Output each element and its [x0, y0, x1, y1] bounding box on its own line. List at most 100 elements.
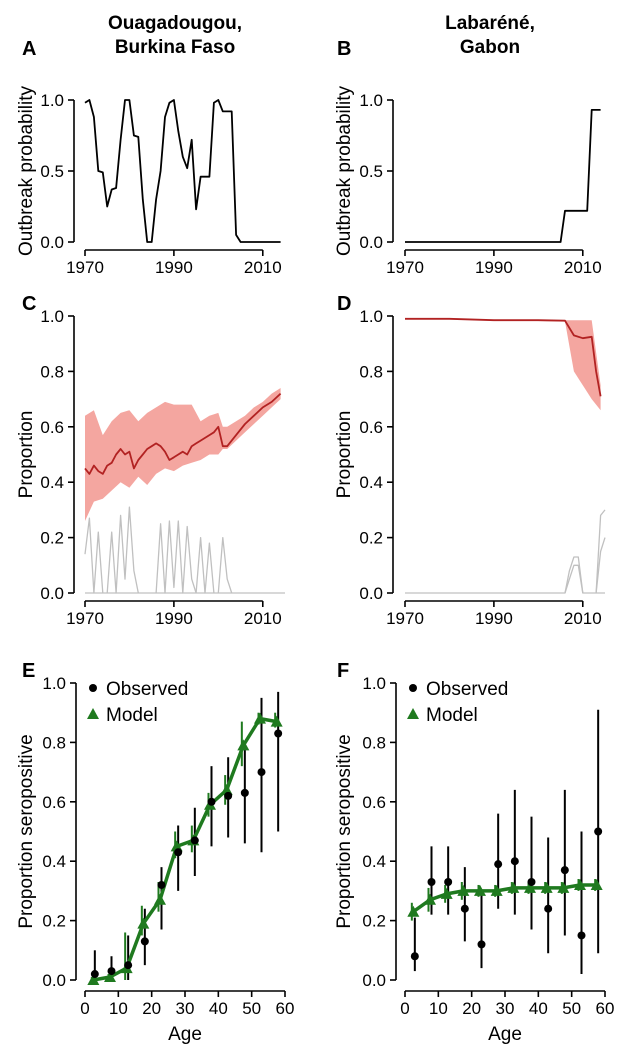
observed-point [410, 952, 419, 961]
panel-f-legend: Observed Model [407, 679, 508, 726]
observed-point [560, 866, 569, 875]
y-tick-label: 0.8 [42, 733, 66, 752]
x-tick-label: 10 [109, 999, 128, 1018]
column-title-right: Labaréné, Gabon [390, 12, 590, 60]
panel-e-x-label: Age [168, 1024, 202, 1045]
y-tick-label: 0.6 [362, 793, 386, 812]
observed-point [207, 797, 216, 806]
model-point [557, 881, 570, 893]
model-point [457, 884, 470, 896]
x-tick-label: 2010 [564, 258, 602, 277]
panel-d-plot [405, 317, 606, 594]
y-tick-label: 0.0 [359, 233, 383, 252]
model-point [254, 712, 266, 724]
gray-line-3 [595, 509, 606, 594]
y-tick-label: 0.4 [42, 852, 66, 871]
y-tick-label: 0.8 [40, 362, 64, 381]
observed-point [90, 970, 99, 979]
observed-point [510, 857, 519, 866]
model-point [524, 881, 536, 893]
legend-model-label: Model [106, 705, 158, 726]
x-tick-label: 1970 [386, 258, 424, 277]
y-tick-label: 0.8 [359, 362, 383, 381]
panel-c-x-axis: 1970 1990 2010 [66, 600, 282, 628]
panel-f: F 0.0 0.2 0.4 0.6 0.8 1.0 0 10 20 30 40 50 60 Proporti… [334, 660, 614, 1045]
observed-point [124, 961, 133, 970]
y-tick-label: 0.0 [362, 971, 386, 990]
panel-f-letter: F [337, 660, 349, 682]
y-tick-label: 1.0 [359, 307, 383, 326]
x-tick-label: 20 [142, 999, 161, 1018]
x-tick-label: 1990 [155, 258, 193, 277]
y-tick-label: 1.0 [40, 307, 64, 326]
x-tick-label: 50 [242, 999, 261, 1018]
x-tick-label: 1990 [475, 258, 513, 277]
model-point [440, 887, 453, 899]
panel-e-legend: Observed Model [87, 679, 188, 726]
observed-point [577, 931, 586, 940]
panel-f-x-label: Age [488, 1024, 522, 1045]
proportion-line [405, 317, 602, 397]
legend-observed-label: Observed [106, 679, 188, 700]
observed-point [444, 877, 453, 886]
y-tick-label: 0.5 [40, 162, 64, 181]
panel-a-plot [84, 99, 281, 243]
model-point [104, 971, 116, 983]
gray-line-3 [155, 520, 197, 594]
gray-line-4 [195, 536, 215, 594]
x-tick-label: 0 [80, 999, 89, 1018]
panel-a-y-axis: 0.0 0.5 1.0 [40, 91, 75, 252]
observed-point [190, 836, 199, 845]
panel-a: A 0.0 0.5 1.0 1970 1990 2010 Outbreak probabili… [16, 38, 282, 277]
observed-point [477, 940, 486, 949]
panel-b-y-axis: 0.0 0.5 1.0 [359, 91, 394, 252]
panel-d-y-axis: 0.0 0.2 0.4 0.6 0.8 1.0 [359, 307, 394, 603]
panel-e-plot [87, 691, 283, 985]
x-tick-label: 1990 [475, 609, 513, 628]
model-line [92, 716, 278, 982]
panel-a-x-axis: 1970 1990 2010 [66, 249, 282, 277]
column-title-left-line2: Burkina Faso [114, 37, 236, 58]
panel-c-y-label: Proportion [16, 411, 37, 499]
observed-point [274, 729, 283, 738]
y-tick-label: 0.0 [359, 584, 383, 603]
model-point [87, 974, 100, 985]
y-tick-label: 0.6 [359, 418, 383, 437]
model-point [237, 739, 250, 751]
confidence-band [405, 318, 601, 411]
probability-line [405, 109, 601, 243]
x-tick-label: 1970 [386, 609, 424, 628]
panel-f-plot [407, 709, 603, 975]
panel-b-plot [405, 109, 601, 243]
legend-model-label: Model [426, 705, 478, 726]
panel-c-y-axis: 0.0 0.2 0.4 0.6 0.8 1.0 [40, 307, 75, 603]
column-title-left: Ouagadougou, Burkina Faso [75, 12, 275, 60]
observed-point [494, 860, 503, 869]
x-tick-label: 2010 [564, 609, 602, 628]
y-tick-label: 0.5 [359, 162, 383, 181]
gray-line-1 [405, 556, 605, 594]
column-title-right-line2: Gabon [459, 37, 521, 58]
x-tick-label: 10 [429, 999, 448, 1018]
panel-f-y-label: Proportion seropositive [334, 734, 355, 928]
model-point [474, 884, 486, 896]
gray-line-1 [84, 517, 104, 594]
legend-observed-marker [89, 684, 97, 692]
panel-d-x-axis: 1970 1990 2010 [386, 600, 602, 628]
panel-b-letter: B [337, 38, 351, 60]
legend-observed-marker [409, 684, 417, 692]
x-tick-label: 2010 [244, 609, 282, 628]
panel-b: B 0.0 0.5 1.0 1970 1990 2010 Outbreak probabili… [334, 38, 602, 277]
panel-f-y-axis: 0.0 0.2 0.4 0.6 0.8 1.0 [362, 674, 397, 990]
y-tick-label: 0.0 [40, 584, 64, 603]
y-tick-label: 0.2 [362, 912, 386, 931]
observed-point [427, 877, 436, 886]
y-tick-label: 0.4 [359, 473, 383, 492]
model-point [540, 881, 553, 893]
model-point [574, 878, 586, 890]
legend-model-marker [407, 708, 419, 719]
panel-a-y-label: Outbreak probability [16, 85, 37, 256]
x-tick-label: 0 [400, 999, 409, 1018]
panel-e-x-axis: 0 10 20 30 40 50 60 [80, 990, 294, 1018]
confidence-band [85, 388, 281, 521]
